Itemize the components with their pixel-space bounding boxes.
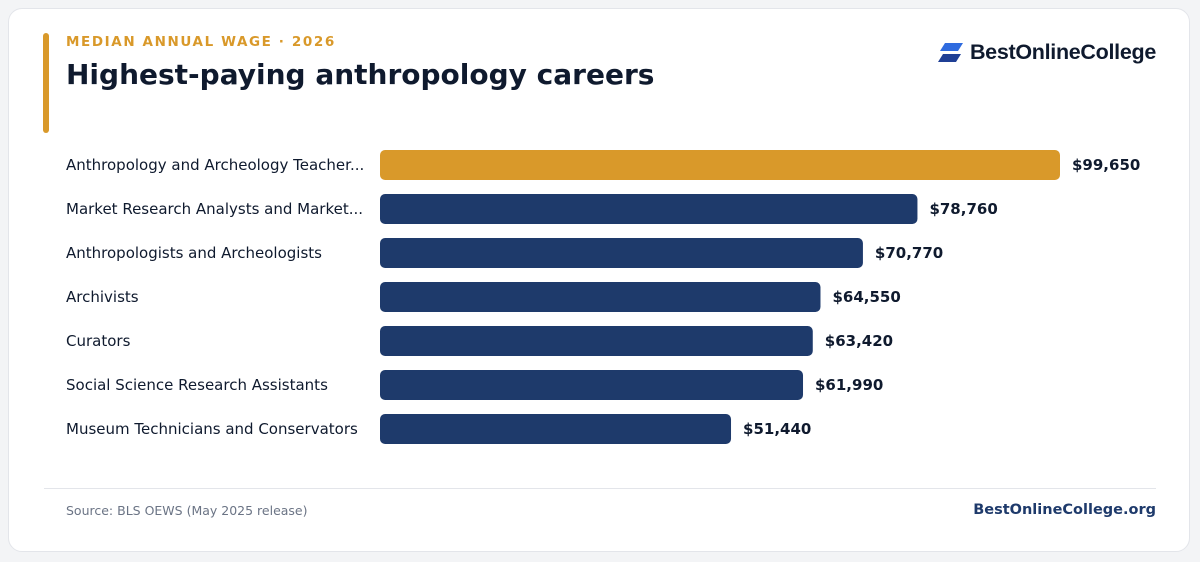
category-label: Anthropologists and Archeologists: [66, 244, 322, 262]
value-label: $78,760: [929, 200, 997, 218]
category-label: Museum Technicians and Conservators: [66, 420, 358, 438]
bestonlinecollege-logo-icon: [937, 42, 963, 62]
category-label: Social Science Research Assistants: [66, 376, 328, 394]
chart-title: Highest-paying anthropology careers: [66, 58, 655, 91]
category-label: Curators: [66, 332, 131, 350]
bar[interactable]: [380, 282, 821, 312]
category-label: Anthropology and Archeology Teacher...: [66, 156, 364, 174]
value-label: $99,650: [1072, 156, 1140, 174]
value-label: $64,550: [832, 288, 900, 306]
bar[interactable]: [380, 326, 813, 356]
accent-bar: [43, 33, 49, 133]
bar-chart: Anthropology and Archeology Teacher... $9…: [66, 150, 1140, 444]
brand-logo[interactable]: BestOnlineCollege: [937, 40, 1156, 65]
source-note: Source: BLS OEWS (May 2025 release): [66, 503, 308, 518]
bar[interactable]: [380, 370, 804, 400]
bar[interactable]: [380, 414, 732, 444]
value-label: $51,440: [743, 420, 811, 438]
bar[interactable]: [380, 194, 918, 224]
value-label: $63,420: [825, 332, 893, 350]
bar[interactable]: [380, 150, 1060, 180]
chart-card: [8, 8, 1190, 552]
footer-divider: [44, 488, 1156, 489]
bar[interactable]: [380, 238, 863, 268]
category-label: Archivists: [66, 288, 139, 306]
value-label: $61,990: [815, 376, 883, 394]
category-label: Market Research Analysts and Market...: [66, 200, 363, 218]
eyebrow-label: MEDIAN ANNUAL WAGE · 2026: [66, 34, 336, 50]
brand-name: BestOnlineCollege: [969, 40, 1156, 64]
site-link[interactable]: BestOnlineCollege.org: [973, 502, 1156, 518]
value-label: $70,770: [875, 244, 943, 262]
